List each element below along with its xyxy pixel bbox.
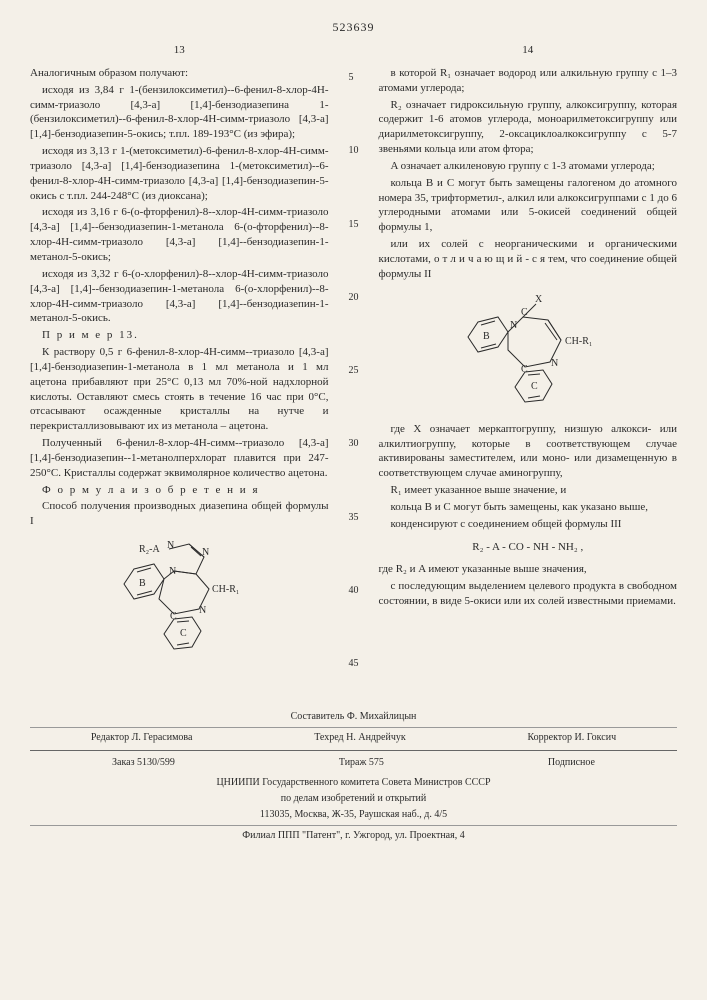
left-column: 13 Аналогичным образом получают: исходя …: [30, 43, 329, 669]
svg-text:N: N: [169, 566, 176, 577]
two-column-layout: 13 Аналогичным образом получают: исходя …: [30, 43, 677, 669]
svg-text:N: N: [202, 547, 209, 558]
right-p5: или их солей с неорганическими и органич…: [379, 237, 678, 282]
filial-line: Филиал ППП "Патент", г. Ужгород, ул. Про…: [30, 828, 677, 844]
svg-text:B: B: [139, 578, 146, 589]
svg-text:N: N: [199, 605, 206, 616]
line-marker: 10: [349, 146, 359, 156]
document-footer: Составитель Ф. Михайлицын Редактор Л. Ге…: [30, 699, 677, 844]
right-p2: R₂ означает гидроксильную группу, алкокс…: [379, 98, 678, 157]
svg-text:R₂-A: R₂-A: [139, 544, 160, 555]
left-column-number: 13: [30, 43, 329, 58]
formula-heading: Ф о р м у л а и з о б р е т е н и я: [30, 483, 329, 498]
svg-text:C: C: [180, 628, 187, 639]
svg-text:C: C: [531, 381, 538, 392]
address-line: 113035, Москва, Ж-35, Раушская наб., д. …: [30, 807, 677, 823]
structure-2-svg: B C X CH-R₁ N N C C: [453, 292, 603, 412]
line-number-gutter: 5 10 15 20 25 30 35 40 45: [349, 43, 359, 669]
chemical-structure-1: B C R₂-A CH-R₁ N N N N C: [30, 539, 329, 659]
svg-text:CH-R₁: CH-R₁: [565, 336, 592, 347]
left-p7: Полученный 6-фенил-8-хлор-4Н-симм--триаз…: [30, 436, 329, 481]
org-line-1: ЦНИИПИ Государственного комитета Совета …: [30, 775, 677, 791]
order-row: Заказ 5130/599 Тираж 575 Подписное: [30, 755, 677, 771]
line-marker: 5: [349, 73, 359, 83]
editor-row: Редактор Л. Герасимова Техред Н. Андрейч…: [30, 730, 677, 746]
right-p10: где R₂ и A имеют указанные выше значения…: [379, 562, 678, 577]
svg-text:C: C: [521, 307, 528, 318]
right-p11: с последующим выделением целевого продук…: [379, 579, 678, 609]
right-p4: кольца B и C могут быть замещены галоген…: [379, 176, 678, 235]
left-p1: Аналогичным образом получают:: [30, 66, 329, 81]
line-marker: 40: [349, 586, 359, 596]
svg-text:N: N: [167, 540, 174, 551]
svg-text:C: C: [521, 364, 528, 375]
svg-text:B: B: [483, 331, 490, 342]
composer-line: Составитель Ф. Михайлицын: [30, 709, 677, 725]
right-p6: где X означает меркаптогруппу, низшую ал…: [379, 422, 678, 481]
right-column-number: 14: [379, 43, 678, 58]
left-p2: исходя из 3,84 г 1-(бензилоксиметил)--6-…: [30, 83, 329, 142]
right-p7: R₁ имеет указанное выше значение, и: [379, 483, 678, 498]
structure-1-svg: B C R₂-A CH-R₁ N N N N C: [104, 539, 254, 659]
line-marker: 25: [349, 366, 359, 376]
left-p4: исходя из 3,16 г 6-(о-фторфенил)-8--хлор…: [30, 205, 329, 264]
line-marker: 30: [349, 439, 359, 449]
line-marker: 45: [349, 659, 359, 669]
org-line-2: по делам изобретений и открытий: [30, 791, 677, 807]
svg-text:N: N: [551, 358, 558, 369]
line-marker: 35: [349, 513, 359, 523]
line-marker: 15: [349, 220, 359, 230]
formula-3-text: R₂ - A - CO - NH - NH₂ ,: [379, 540, 678, 555]
line-marker: 20: [349, 293, 359, 303]
chemical-structure-2: B C X CH-R₁ N N C C: [379, 292, 678, 412]
right-column: 14 в которой R₁ означает водород или алк…: [379, 43, 678, 669]
svg-text:CH-R₁: CH-R₁: [212, 584, 239, 595]
left-p5: исходя из 3,32 г 6-(о-хлорфенил)-8--хлор…: [30, 267, 329, 326]
svg-text:X: X: [535, 294, 543, 305]
left-p6: К раствору 0,5 г 6-фенил-8-хлор-4Н-симм-…: [30, 345, 329, 434]
right-p8: кольца B и C могут быть замещены, как ук…: [379, 500, 678, 515]
document-number: 523639: [30, 20, 677, 35]
left-p8: Способ получения производных диазепина о…: [30, 499, 329, 529]
right-p9: конденсируют с соединением общей формулы…: [379, 517, 678, 532]
svg-text:N: N: [510, 320, 517, 331]
right-p3: A означает алкиленовую группу с 1-3 атом…: [379, 159, 678, 174]
left-p3: исходя из 3,13 г 1-(метоксиметил)-6-фени…: [30, 144, 329, 203]
example-13-label: П р и м е р 13.: [30, 328, 329, 343]
svg-text:C: C: [170, 611, 177, 622]
right-p1: в которой R₁ означает водород или алкиль…: [379, 66, 678, 96]
